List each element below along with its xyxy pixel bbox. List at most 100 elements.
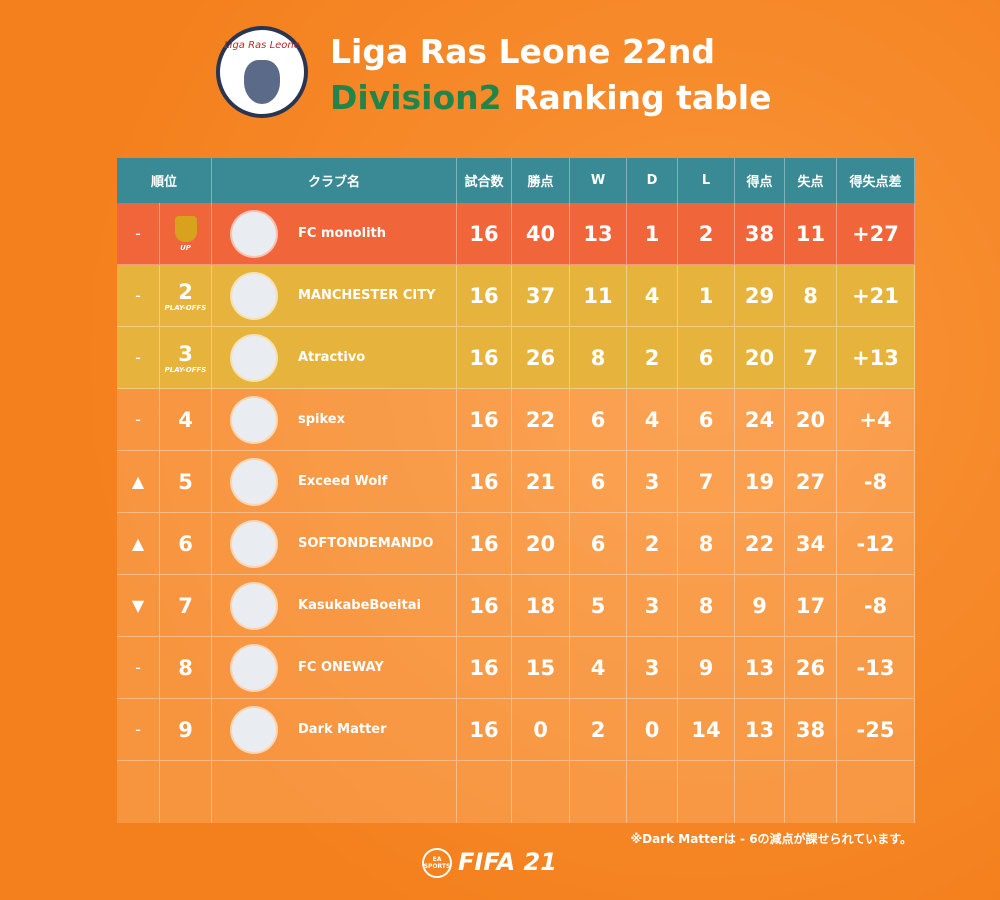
stat: 3 (627, 637, 678, 698)
column-header: 勝点 (512, 158, 570, 203)
movement: - (117, 327, 160, 388)
stat: 2 (570, 699, 627, 760)
stat: 8 (570, 327, 627, 388)
stat: -8 (837, 451, 915, 512)
stat: 20 (735, 327, 785, 388)
stat: 4 (627, 265, 678, 326)
rank: 8 (178, 655, 193, 680)
club-logo (232, 397, 276, 442)
club-name: spikex (298, 412, 345, 427)
stat: -25 (837, 699, 915, 760)
stat: 1 (678, 265, 735, 326)
club-name: Atractivo (298, 350, 366, 365)
stat: 3 (627, 575, 678, 636)
club-cell: Dark Matter (212, 699, 457, 760)
table-row: -3 PLAY-OFFS Atractivo 16 26 8 2 6 20 7 +13 (117, 327, 915, 389)
club-name: KasukabeBoeitai (298, 598, 421, 613)
title-line2: Division2 Ranking table (330, 78, 772, 117)
stat: 17 (785, 575, 837, 636)
stat: -12 (837, 513, 915, 574)
club-cell: Atractivo (212, 327, 457, 388)
stat: 24 (735, 389, 785, 450)
ranking-table: 順位 クラブ名 試合数 勝点 W D L 得点 失点 得失点差 - UP FC monolith 16 40… (117, 158, 915, 823)
stat: 16 (457, 575, 512, 636)
rank-cell: 8 (160, 637, 212, 698)
stat: 16 (457, 327, 512, 388)
column-header: 得失点差 (837, 158, 915, 203)
empty-cell (678, 761, 735, 823)
rank-cell: 7 (160, 575, 212, 636)
table-row: -4 spikex 16 22 6 4 6 24 20 +4 (117, 389, 915, 451)
stat: 15 (512, 637, 570, 698)
table-row: ▲ 6 SOFTONDEMANDO 16 20 6 2 8 22 34 -12 (117, 513, 915, 575)
stat: 34 (785, 513, 837, 574)
stat: 16 (457, 203, 512, 264)
empty-cell (212, 761, 457, 823)
club-name: Dark Matter (298, 722, 387, 737)
stat: 6 (570, 389, 627, 450)
stat: 9 (678, 637, 735, 698)
club-name: FC monolith (298, 226, 386, 241)
empty-cell (627, 761, 678, 823)
rank-cell: 4 (160, 389, 212, 450)
stat: 16 (457, 451, 512, 512)
rank-cell: 2 PLAY-OFFS (160, 265, 212, 326)
movement: - (117, 265, 160, 326)
club-cell: FC ONEWAY (212, 637, 457, 698)
stat: 6 (678, 389, 735, 450)
stat: +27 (837, 203, 915, 264)
stat: 13 (735, 699, 785, 760)
stat: 22 (735, 513, 785, 574)
stat: 16 (457, 637, 512, 698)
lion-icon (244, 60, 280, 104)
club-logo (232, 273, 276, 318)
table-row: -2 PLAY-OFFS MANCHESTER CITY 16 37 11 4 1 29 8 +21 (117, 265, 915, 327)
stat: 7 (785, 327, 837, 388)
stat: 27 (785, 451, 837, 512)
column-header: 順位 (117, 158, 212, 203)
logo-text: Liga Ras Leone (224, 40, 300, 51)
rank-cell: 9 (160, 699, 212, 760)
stat: 26 (785, 637, 837, 698)
stat: 16 (457, 699, 512, 760)
club-logo (232, 707, 276, 752)
stat: +21 (837, 265, 915, 326)
fifa-logo: FIFA 21 (458, 848, 557, 876)
movement: - (117, 699, 160, 760)
stat: 3 (627, 451, 678, 512)
stat: 13 (570, 203, 627, 264)
rank: 9 (178, 717, 193, 742)
rank: 5 (178, 469, 193, 494)
club-cell: KasukabeBoeitai (212, 575, 457, 636)
club-cell: MANCHESTER CITY (212, 265, 457, 326)
rank: 6 (178, 531, 193, 556)
empty-cell (457, 761, 512, 823)
club-logo (232, 521, 276, 566)
rank-note: PLAY-OFFS (164, 303, 207, 312)
rank-note: UP (180, 243, 191, 252)
movement: - (117, 389, 160, 450)
stat: -8 (837, 575, 915, 636)
club-cell: Exceed Wolf (212, 451, 457, 512)
rank-cell: UP (160, 203, 212, 264)
rank-cell: 3 PLAY-OFFS (160, 327, 212, 388)
empty-cell (735, 761, 785, 823)
club-cell: SOFTONDEMANDO (212, 513, 457, 574)
stat: 19 (735, 451, 785, 512)
rank: 3 (178, 341, 193, 366)
stat: 29 (735, 265, 785, 326)
stat: 40 (512, 203, 570, 264)
club-logo (232, 459, 276, 504)
stat: 16 (457, 265, 512, 326)
stat: 1 (627, 203, 678, 264)
club-name: MANCHESTER CITY (298, 288, 436, 303)
ea-badge: EA SPORTS (422, 848, 452, 878)
table-row: - UP FC monolith 16 40 13 1 2 38 11 +27 (117, 203, 915, 265)
empty-cell (570, 761, 627, 823)
club-logo (232, 335, 276, 380)
stat: 0 (627, 699, 678, 760)
stat: 16 (457, 513, 512, 574)
title-rest: Ranking table (513, 78, 772, 117)
title-division: Division2 (330, 78, 502, 117)
rank-cell: 6 (160, 513, 212, 574)
